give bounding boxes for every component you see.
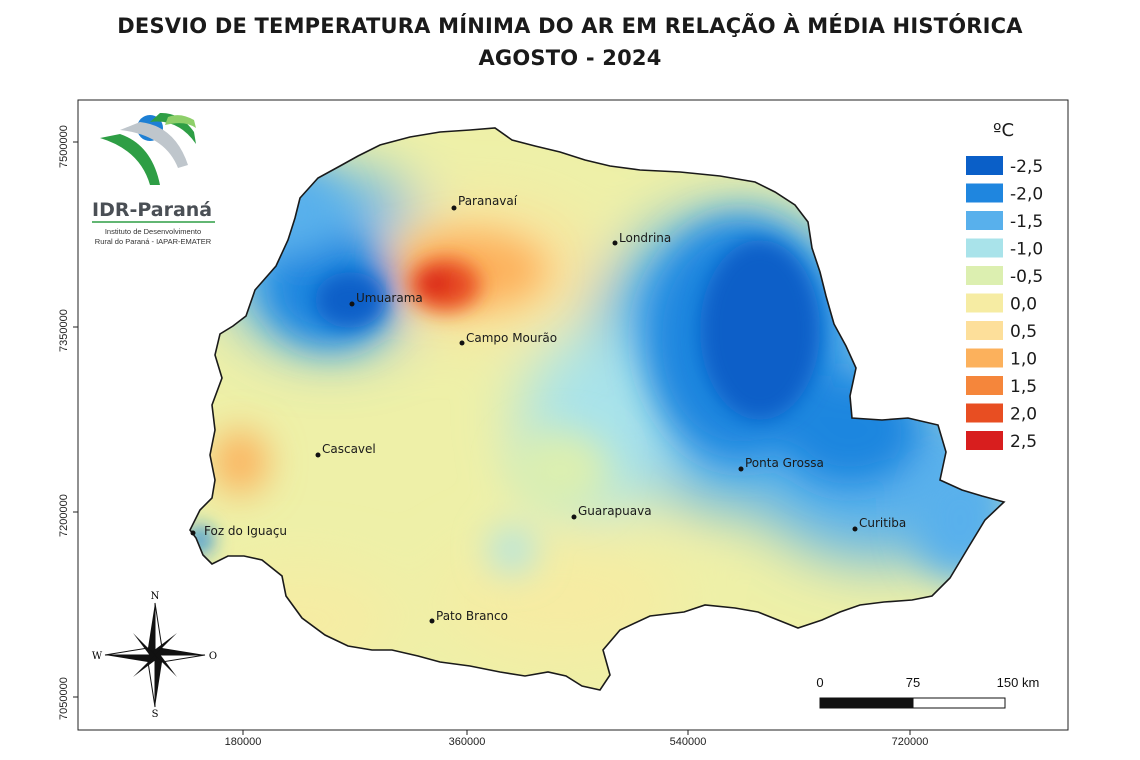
map-title: DESVIO DE TEMPERATURA MÍNIMA DO AR EM RE…: [117, 14, 1023, 38]
legend-unit: ºC: [993, 120, 1014, 141]
compass-rose-icon: N S W O: [92, 591, 217, 720]
axis-ticks: [73, 141, 911, 735]
x-tick-360000: 360000: [448, 736, 486, 748]
logo-subtitle-1: Instituto de Desenvolvimento: [105, 227, 201, 236]
legend-label: 0,0: [1010, 295, 1037, 315]
city-dot-umuarama: [349, 301, 355, 307]
city-label-londrina: Londrina: [619, 231, 671, 245]
legend-label: -2,0: [1010, 185, 1043, 205]
scale-bar: 0 75 150 km: [816, 675, 1040, 709]
legend-swatch: [966, 183, 1003, 203]
idr-parana-logo: IDR-Paraná Instituto de Desenvolvimento …: [92, 112, 215, 246]
city-layer: Paranavaí Londrina Umuarama Campo Mourão…: [190, 194, 906, 624]
city-label-foz-do-iguacu: Foz do Iguaçu: [204, 524, 287, 538]
legend-label: -0,5: [1010, 267, 1043, 287]
scale-label-75: 75: [906, 675, 920, 690]
x-tick-180000: 180000: [224, 736, 262, 748]
legend-swatch: [966, 431, 1003, 450]
legend-swatch: [966, 238, 1003, 258]
legend-swatch: [966, 293, 1003, 313]
city-label-pato-branco: Pato Branco: [436, 609, 508, 623]
city-dot-londrina: [612, 240, 618, 246]
city-dot-pato-branco: [429, 618, 435, 624]
legend-swatch: [966, 321, 1003, 340]
city-dot-guarapuava: [571, 514, 577, 520]
legend-label: 1,5: [1010, 377, 1037, 397]
legend-label: 2,5: [1010, 432, 1037, 452]
legend-label: 2,0: [1010, 405, 1037, 425]
legend-swatch: [966, 266, 1003, 285]
compass-e: O: [209, 651, 217, 662]
city-label-ponta-grossa: Ponta Grossa: [745, 456, 824, 470]
x-tick-540000: 540000: [669, 736, 707, 748]
city-label-guarapuava: Guarapuava: [578, 504, 652, 518]
city-label-cascavel: Cascavel: [322, 442, 376, 456]
city-dot-campo-mourao: [459, 340, 465, 346]
logo-name: IDR-Paraná: [92, 199, 212, 221]
city-dot-paranavai: [451, 205, 457, 211]
map-frame: [77, 99, 1069, 731]
city-label-umuarama: Umuarama: [356, 291, 423, 305]
legend-label: -2,5: [1010, 157, 1043, 177]
scale-label-150: 150 km: [997, 675, 1040, 690]
legend-label: -1,5: [1010, 212, 1043, 232]
city-dot-ponta-grossa: [738, 466, 744, 472]
logo-subtitle-2: Rural do Paraná - IAPAR-EMATER: [95, 237, 212, 246]
compass-s: S: [152, 709, 159, 720]
temperature-field: [190, 128, 1004, 690]
compass-n: N: [151, 591, 160, 602]
legend-label: 1,0: [1010, 350, 1037, 370]
legend-label: 0,5: [1010, 322, 1037, 342]
legend-swatch: [966, 403, 1003, 423]
city-dot-curitiba: [852, 526, 858, 532]
compass-w: W: [92, 651, 103, 662]
legend-label: -1,0: [1010, 240, 1043, 260]
legend-swatch: [966, 156, 1003, 175]
city-label-campo-mourao: Campo Mourão: [466, 331, 557, 345]
city-dot-foz-do-iguacu: [190, 530, 196, 536]
map-subtitle: AGOSTO - 2024: [478, 46, 662, 70]
x-tick-720000: 720000: [891, 736, 929, 748]
city-label-curitiba: Curitiba: [859, 516, 906, 530]
legend-swatch: [966, 348, 1003, 368]
city-label-paranavai: Paranavaí: [458, 194, 518, 208]
city-dot-cascavel: [315, 452, 321, 458]
legend: ºC -2,5 -2,0 -1,5 -1,0 -0,5 0,0 0,5 1,0 1,5 2,0 2,…: [966, 120, 1043, 452]
legend-swatch: [966, 376, 1003, 395]
scale-label-0: 0: [816, 675, 823, 690]
legend-swatch: [966, 211, 1003, 230]
